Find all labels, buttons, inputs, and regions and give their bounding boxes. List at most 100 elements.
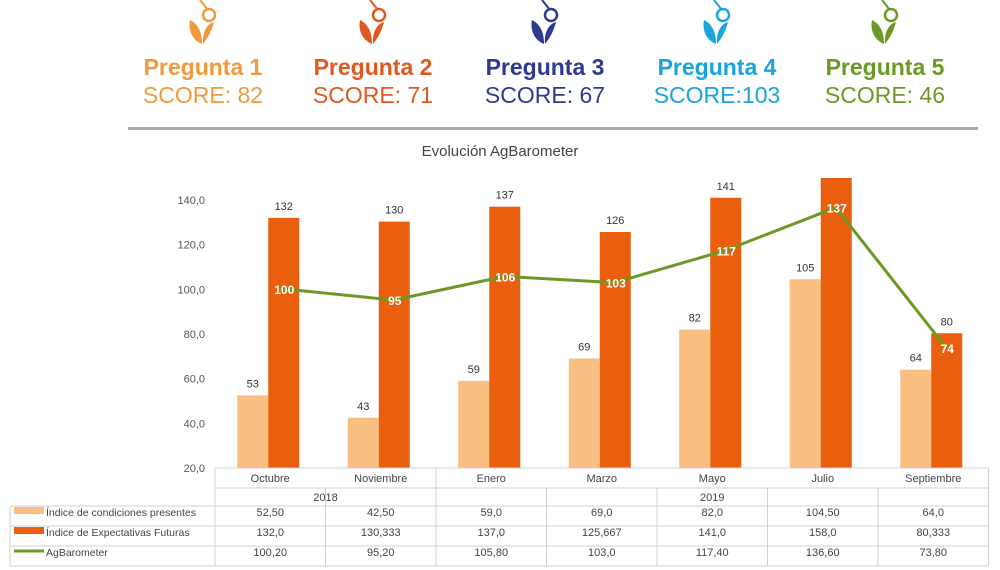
y-tick-label: 100,0 [177,284,205,296]
question-title: Pregunta 1 [143,54,263,80]
data-label: 64 [910,353,922,365]
table-cell: 80,333 [916,527,950,539]
table-cell: 59,0 [481,507,502,519]
table-cell: 73,80 [919,547,947,559]
data-label: 141 [717,181,735,193]
question-1: Pregunta 1 SCORE: 82 [118,0,288,109]
table-cell: 141,0 [698,527,726,539]
legend-swatch [14,507,44,514]
bar-condiciones [347,417,379,468]
data-label: 69 [578,342,590,354]
bar-expectativas [378,221,410,468]
x-tick-label: Marzo [586,473,617,485]
line-data-label: 137 [827,202,847,216]
question-score: SCORE: 82 [142,82,264,108]
divider [128,127,978,130]
plant-magnifier-icon [288,0,458,50]
y-tick-label: 80,0 [184,329,205,341]
table-cell: 105,80 [474,547,508,559]
x-tick-label: Enero [477,473,506,485]
data-label: 82 [689,313,701,325]
question-4: Pregunta 4 SCORE:103 [632,0,802,109]
x-tick-label: Septiembre [905,473,961,485]
table-cell: 137,0 [477,527,505,539]
question-3: Pregunta 3 SCORE: 67 [460,0,630,109]
legend-swatch [14,527,44,534]
data-label: 130 [385,205,403,217]
question-title: Pregunta 4 [657,54,777,80]
agbarometer-line [283,205,948,349]
table-cell: 132,0 [256,527,284,539]
bar-expectativas [489,206,521,468]
table-cell: 158,0 [809,527,837,539]
data-label: 43 [357,401,369,413]
table-cell: 52,50 [256,507,284,519]
chart-title: Evolución AgBarometer [421,143,579,160]
question-score: SCORE: 46 [824,82,946,108]
y-tick-label: 60,0 [184,374,205,386]
question-title: Pregunta 3 [485,54,605,80]
line-data-label: 95 [388,294,402,308]
bar-condiciones [679,329,711,468]
year-label: 2019 [700,492,724,504]
question-title: Pregunta 2 [313,54,433,80]
table-cell: 103,0 [588,547,616,559]
table-cell: 42,50 [367,507,395,519]
bar-expectativas [820,178,852,468]
x-tick-label: Noviembre [354,473,407,485]
bar-expectativas [710,197,742,468]
y-tick-label: 120,0 [177,240,205,252]
data-label: 105 [796,262,814,274]
y-tick-label: 40,0 [184,418,205,430]
table-cell: 130,333 [361,527,401,539]
table-cell: 104,50 [806,507,840,519]
plant-magnifier-icon [460,0,630,50]
data-label: 126 [606,215,624,227]
question-score: SCORE: 67 [484,82,606,108]
data-label: 137 [496,190,514,202]
legend-label: Índice de Expectativas Futuras [46,526,190,539]
bar-condiciones [900,369,932,468]
bar-condiciones [568,358,600,468]
line-data-label: 117 [717,244,737,258]
line-data-label: 106 [495,270,515,284]
bar-expectativas [599,232,631,468]
bar-condiciones [237,395,269,468]
question-title: Pregunta 5 [825,54,945,80]
bar-condiciones [789,279,821,468]
question-2: Pregunta 2 SCORE: 71 [288,0,458,109]
plant-magnifier-icon [118,0,288,50]
question-score: SCORE:103 [653,82,781,108]
line-data-label: 103 [606,277,626,291]
x-tick-label: Mayo [699,473,726,485]
bar-expectativas [931,333,963,468]
table-cell: 117,40 [696,547,729,559]
table-cell: 95,20 [367,547,395,559]
plant-magnifier-icon [800,0,970,50]
table-cell: 82,0 [702,507,723,519]
table-cell: 64,0 [923,507,944,519]
data-label: 132 [275,201,293,213]
table-cell: 69,0 [591,507,612,519]
table-cell: 136,60 [806,547,840,559]
question-score: SCORE: 71 [312,82,434,108]
y-tick-label: 140,0 [177,195,205,207]
line-data-label: 74 [941,342,955,356]
plant-magnifier-icon [632,0,802,50]
y-tick-label: 20,0 [184,463,205,475]
legend-label: AgBarometer [46,547,108,559]
line-data-label: 100 [274,283,294,297]
legend-label: Índice de condiciones presentes [46,506,196,519]
data-label: 53 [247,378,259,390]
table-cell: 100,20 [253,547,287,559]
bar-expectativas [268,217,300,468]
table-cell: 125,667 [582,527,622,539]
bar-condiciones [458,380,490,468]
data-label: 80 [941,316,953,328]
x-tick-label: Octubre [251,473,290,485]
data-label: 59 [468,364,480,376]
question-5: Pregunta 5 SCORE: 46 [800,0,970,109]
x-tick-label: Julio [811,473,834,485]
year-label: 2018 [313,492,337,504]
